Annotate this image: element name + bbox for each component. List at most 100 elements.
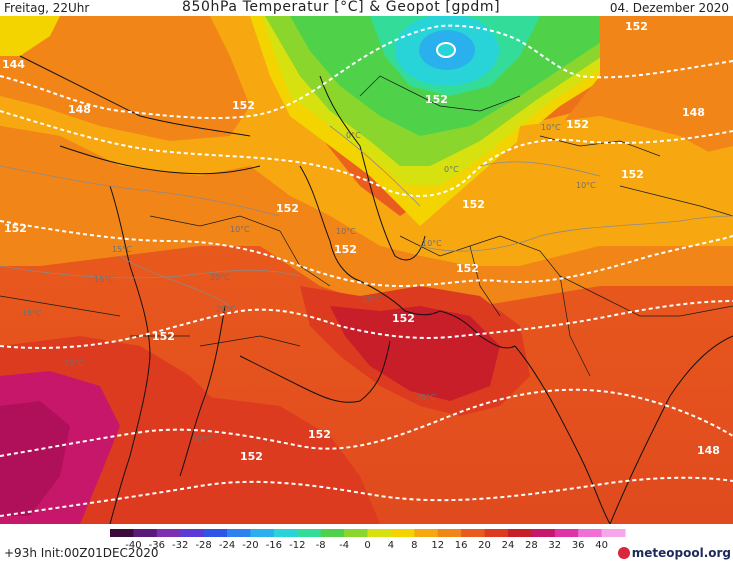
- coastlines: [19, 55, 733, 524]
- temperature-zone-west-orange: [0, 16, 250, 141]
- temp-label-0-e: 0°C: [444, 165, 459, 174]
- temperature-zone-yellow-west: [0, 16, 60, 56]
- temp-label-20-sw: 20°C: [192, 435, 212, 444]
- legend-tick-label: -36: [149, 540, 165, 549]
- legend-tick-label: 20: [478, 540, 491, 549]
- legend-tick-label: 4: [388, 540, 394, 549]
- temperature-color-legend: -40 -36 -32 -28 -24 -20 -16 -12 -8 -4 0 4 8 12 16 20 24 2…: [110, 529, 626, 549]
- legend-tick-label: 40: [595, 540, 608, 549]
- legend-tick-label: 8: [411, 540, 417, 549]
- temperature-zone-nw-deep-orange: [0, 126, 733, 306]
- map-header: Freitag, 22Uhr 850hPa Temperatur [°C] & …: [0, 0, 733, 16]
- map-footer: -40 -36 -32 -28 -24 -20 -16 -12 -8 -4 0 4 8 12 16 20 24 2…: [0, 524, 733, 566]
- legend-swatch: [133, 529, 158, 537]
- temperature-zone-sw-magenta: [0, 401, 70, 516]
- cold-core-center: [436, 42, 456, 58]
- temp-label-20-se: 20°C: [416, 393, 436, 402]
- temp-label-10-iran: 10°C: [336, 227, 356, 236]
- geo-label-152-iran-2: 152: [276, 202, 299, 215]
- country-borders: [0, 75, 733, 377]
- temp-label-20-gulf: 20°C: [362, 295, 382, 304]
- legend-swatch: [461, 529, 486, 537]
- legend-tick-label: -32: [172, 540, 188, 549]
- legend-swatch: [437, 529, 462, 537]
- legend-tick-label: 32: [548, 540, 561, 549]
- temperature-isolines: [0, 125, 733, 307]
- brand-name: meteopool.org: [631, 546, 731, 560]
- geopotential-label-group: 144 148 152 152 152 152 148 152 152 152 …: [2, 20, 720, 463]
- geopotential-isolines: [0, 24, 733, 517]
- map-title: 850hPa Temperatur [°C] & Geopot [gpdm]: [182, 0, 501, 15]
- legend-swatch: [203, 529, 228, 537]
- geo-label-152-iran-3: 152: [334, 243, 357, 256]
- geo-label-152-north-low: 152: [425, 93, 448, 106]
- legend-tick-label: -24: [219, 540, 235, 549]
- brand-logo: meteopool.org: [617, 546, 731, 560]
- legend-swatch: [227, 529, 251, 537]
- temp-label-20-arabia: 20°C: [216, 305, 236, 314]
- legend-tick-label: 24: [502, 540, 515, 549]
- model-run-info: +93h Init:00Z01DEC2020: [4, 546, 159, 560]
- legend-tick-label: -40: [125, 540, 141, 549]
- forecast-date: 04. Dezember 2020: [609, 1, 729, 15]
- geo-label-144-nw: 144: [2, 58, 25, 71]
- legend-swatch: [180, 529, 205, 537]
- temp-label-18-west: 18°C: [22, 309, 42, 318]
- geo-label-152-n: 152: [232, 99, 255, 112]
- legend-swatch: [554, 529, 579, 537]
- temperature-zone-ne-yellow: [510, 116, 733, 206]
- legend-tick-label: -8: [316, 540, 326, 549]
- legend-swatch: [601, 529, 626, 537]
- legend-swatch: [367, 529, 392, 537]
- legend-swatch: [390, 529, 415, 537]
- legend-swatch: [414, 529, 439, 537]
- legend-swatch: [156, 529, 181, 537]
- legend-swatch: [344, 529, 368, 537]
- legend-swatch: [531, 529, 556, 537]
- legend-tick-label: -16: [266, 540, 282, 549]
- legend-tick-label: -20: [242, 540, 258, 549]
- geo-label-152-south-2: 152: [240, 450, 263, 463]
- temp-label-10-ne: 10°C: [541, 123, 561, 132]
- weather-map: 144 148 152 152 152 152 148 152 152 152 …: [0, 16, 733, 524]
- temp-label-10-e: 10°C: [576, 181, 596, 190]
- forecast-time-label: Freitag, 22Uhr: [4, 1, 90, 15]
- temp-label-20-west: 20°C: [210, 273, 230, 282]
- legend-tick-label: 36: [572, 540, 585, 549]
- legend-swatch: [297, 529, 322, 537]
- temp-label-20-south: 20°C: [64, 359, 84, 368]
- legend-swatch: [507, 529, 532, 537]
- geo-label-152-west: 152: [4, 222, 27, 235]
- temp-label-15-north: 15°C: [94, 275, 114, 284]
- legend-swatch: [578, 529, 603, 537]
- geo-label-152-south-1: 152: [308, 428, 331, 441]
- temp-label-10-afg: 10°C: [422, 239, 442, 248]
- legend-swatch: [484, 529, 509, 537]
- temp-label-0-north: 0°C: [346, 131, 361, 140]
- legend-tick-label: -28: [195, 540, 211, 549]
- geo-label-148-se: 148: [697, 444, 720, 457]
- geo-label-152-gulf: 152: [392, 312, 415, 325]
- legend-tick-label: 12: [431, 540, 444, 549]
- brand-dot-icon: [617, 547, 630, 559]
- legend-tick-label: 28: [525, 540, 538, 549]
- legend-swatch: [273, 529, 298, 537]
- legend-tick-label: -12: [289, 540, 305, 549]
- legend-swatch: [250, 529, 275, 537]
- geo-label-148-ne: 148: [682, 106, 705, 119]
- temp-label-15-west: 15°C: [112, 245, 132, 254]
- geo-label-152-ne: 152: [566, 118, 589, 131]
- legend-tick-label: 16: [455, 540, 468, 549]
- geo-label-148-w: 148: [68, 103, 91, 116]
- legend-tick-label: -4: [339, 540, 349, 549]
- temp-label-10-west: 10°C: [230, 225, 250, 234]
- geo-label-152-arabia: 152: [152, 330, 175, 343]
- legend-swatch: [110, 529, 134, 537]
- legend-swatch: [320, 529, 345, 537]
- geo-label-152-iran-1: 152: [462, 198, 485, 211]
- temperature-zone-arabia-deep-red: [330, 306, 500, 401]
- temperature-label-group: 10°C 10°C 10°C 15°C 15°C 18°C 20°C 20°C …: [22, 123, 596, 444]
- temperature-zone-south-red: [200, 396, 380, 524]
- geo-label-152-e: 152: [621, 168, 644, 181]
- legend-tick-label: 0: [364, 540, 370, 549]
